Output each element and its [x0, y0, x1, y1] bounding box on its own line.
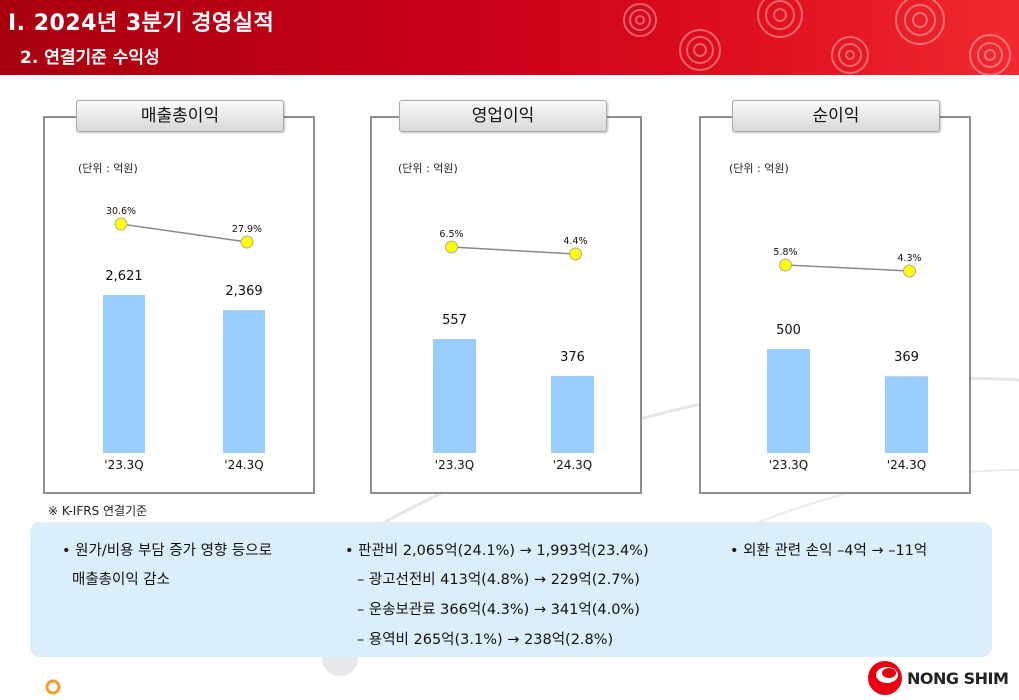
margin-point-label: 30.6% [106, 206, 136, 217]
commentary-col2-line4: – 용역비 265억(3.1%) → 238억(2.8%) [357, 632, 614, 648]
commentary-box [30, 522, 992, 657]
bar [433, 339, 476, 453]
bar-value-label: 2,621 [105, 269, 142, 284]
panel-title-net-profit: 순이익 [732, 100, 940, 132]
commentary-col2-line2: – 광고선전비 413억(4.8%) → 229억(2.7%) [357, 572, 640, 588]
margin-point [903, 264, 916, 278]
margin-point [779, 258, 792, 272]
header-banner: Ⅰ. 2024년 3분기 경영실적 2. 연결기준 수익성 [0, 0, 1019, 75]
category-tick-label: '23.3Q [769, 458, 808, 472]
nongshim-logo: NONG SHIM [866, 660, 1016, 696]
bar-value-label: 500 [776, 323, 801, 338]
bar-value-label: 376 [560, 350, 585, 365]
logo-text: NONG SHIM [907, 669, 1009, 688]
panel-title-operating-profit: 영업이익 [399, 100, 607, 132]
margin-point [114, 217, 128, 231]
margin-point-label: 27.9% [232, 224, 262, 235]
bar [103, 295, 145, 453]
commentary-col2-line1: • 판관비 2,065억(24.1%) → 1,993억(23.4%) [345, 543, 649, 559]
bar-value-label: 369 [894, 350, 919, 365]
unit-label-gross-profit: (단위 : 억원) [78, 162, 138, 175]
bar-value-label: 557 [442, 313, 467, 328]
margin-point-label: 4.3% [897, 253, 921, 264]
category-tick-label: '24.3Q [224, 458, 263, 472]
nongshim-logo-icon [868, 661, 902, 695]
page-subtitle: 2. 연결기준 수익성 [20, 48, 160, 68]
margin-line [785, 264, 910, 272]
commentary-col1-line2: 매출총이익 감소 [72, 572, 170, 588]
bar [885, 376, 928, 453]
margin-point [445, 240, 458, 254]
commentary-col1-line1: • 원가/비용 부담 증가 영향 등으로 [62, 543, 272, 559]
panel-gross-profit [43, 116, 315, 494]
unit-label-net-profit: (단위 : 억원) [729, 162, 789, 175]
bar-value-label: 2,369 [225, 284, 262, 299]
commentary-col2-line3: – 운송보관료 366억(4.3%) → 341억(4.0%) [357, 602, 640, 618]
margin-point-label: 5.8% [773, 247, 797, 258]
margin-line [120, 223, 248, 243]
margin-point [569, 247, 582, 261]
panel-operating-profit [370, 116, 642, 494]
category-tick-label: '23.3Q [104, 458, 143, 472]
footnote: ※ K-IFRS 연결기준 [48, 504, 148, 518]
bar [223, 310, 265, 453]
margin-line [451, 246, 576, 255]
bar [551, 376, 594, 453]
page-title: Ⅰ. 2024년 3분기 경영실적 [8, 11, 275, 36]
commentary-col3-line1: • 외환 관련 손익 –4억 → –11억 [730, 543, 928, 559]
unit-label-operating-profit: (단위 : 억원) [398, 162, 458, 175]
category-tick-label: '24.3Q [553, 458, 592, 472]
margin-point [240, 235, 254, 249]
panel-title-gross-profit: 매출총이익 [76, 100, 284, 132]
header-decoration [623, 0, 1011, 75]
bar [767, 349, 810, 453]
margin-point-label: 4.4% [563, 236, 587, 247]
category-tick-label: '24.3Q [887, 458, 926, 472]
category-tick-label: '23.3Q [435, 458, 474, 472]
margin-point-label: 6.5% [439, 229, 463, 240]
